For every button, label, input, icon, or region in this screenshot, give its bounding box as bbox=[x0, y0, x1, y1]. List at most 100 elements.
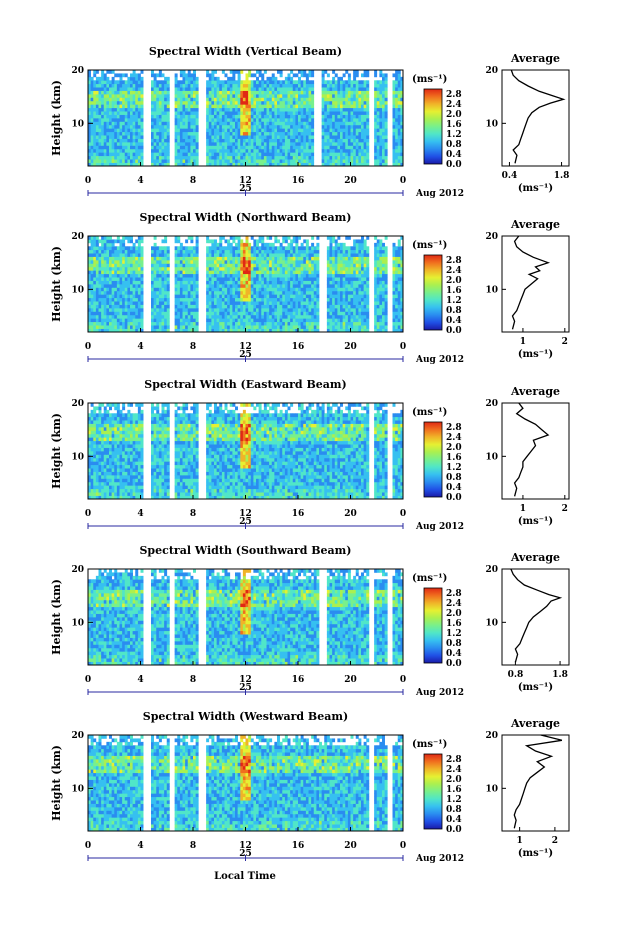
heatmap-cell bbox=[229, 270, 233, 275]
heatmap-cell bbox=[95, 260, 99, 264]
heatmap-cell bbox=[88, 297, 91, 302]
heatmap-cell bbox=[248, 155, 252, 160]
heatmap-cell bbox=[363, 155, 367, 160]
heatmap-cell bbox=[190, 100, 194, 105]
heatmap-cell bbox=[164, 104, 168, 109]
heatmap-cell bbox=[313, 328, 317, 333]
heatmap-cell bbox=[324, 159, 328, 163]
heatmap-cell bbox=[287, 294, 291, 299]
heatmap-cell bbox=[98, 294, 102, 299]
heatmap-cell bbox=[242, 80, 246, 85]
heatmap-cell bbox=[106, 90, 110, 95]
panel-title: Spectral Width (Northward Beam) bbox=[140, 211, 352, 224]
heatmap-cell bbox=[242, 284, 246, 288]
heatmap-cell bbox=[253, 155, 257, 160]
heatmap-cell bbox=[397, 94, 401, 98]
heatmap-cell bbox=[235, 94, 238, 98]
heatmap-cell bbox=[376, 277, 380, 281]
heatmap-cell bbox=[261, 90, 265, 95]
heatmap-cell bbox=[235, 155, 238, 160]
heatmap-cell bbox=[353, 107, 357, 112]
heatmap-cell bbox=[211, 90, 215, 95]
heatmap-cell bbox=[114, 314, 118, 319]
y-tick-label: 20 bbox=[71, 66, 84, 76]
heatmap-cell bbox=[300, 263, 304, 268]
heatmap-cell bbox=[106, 114, 110, 119]
heatmap-cell bbox=[232, 97, 236, 102]
heatmap-cell bbox=[103, 145, 107, 150]
heatmap-cell bbox=[216, 162, 220, 167]
heatmap-cell bbox=[216, 107, 220, 112]
heatmap-cell bbox=[135, 301, 139, 305]
heatmap-cell bbox=[106, 118, 110, 122]
heatmap-cell bbox=[235, 128, 238, 133]
heatmap-cell bbox=[208, 97, 212, 102]
heatmap-cell bbox=[182, 273, 186, 278]
heatmap-cell bbox=[250, 308, 254, 312]
panel-title: Spectral Width (Vertical Beam) bbox=[149, 45, 342, 58]
heatmap-cell bbox=[345, 128, 349, 133]
heatmap-cell bbox=[392, 87, 396, 91]
heatmap-cell bbox=[132, 111, 136, 115]
heatmap-cell bbox=[374, 148, 378, 153]
heatmap-cell bbox=[266, 266, 270, 271]
heatmap-cell bbox=[103, 318, 107, 323]
heatmap-cell bbox=[287, 73, 291, 78]
heatmap-cell bbox=[300, 308, 304, 312]
heatmap-cell bbox=[266, 142, 270, 146]
heatmap-cell bbox=[109, 284, 112, 288]
heatmap-cell bbox=[95, 308, 99, 312]
heatmap-cell bbox=[240, 83, 244, 88]
heatmap-cell bbox=[269, 142, 273, 146]
heatmap-cell bbox=[256, 87, 259, 91]
heatmap-cell bbox=[358, 297, 362, 302]
heatmap-cell bbox=[166, 311, 170, 316]
heatmap-cell bbox=[93, 121, 97, 126]
heatmap-cell bbox=[282, 155, 286, 160]
heatmap-cell bbox=[127, 128, 131, 133]
heatmap-cell bbox=[269, 284, 273, 288]
heatmap-cell bbox=[279, 263, 283, 268]
heatmap-cell bbox=[292, 308, 296, 312]
heatmap-cell bbox=[345, 83, 349, 88]
heatmap-cell bbox=[258, 70, 262, 74]
heatmap-cell bbox=[116, 308, 120, 312]
heatmap-cell bbox=[379, 301, 383, 305]
heatmap-cell bbox=[187, 280, 191, 285]
heatmap-cell bbox=[269, 76, 273, 81]
heatmap-cell bbox=[269, 155, 273, 160]
heatmap-cell bbox=[313, 287, 317, 292]
heatmap-cell bbox=[232, 83, 236, 88]
heatmap-cell bbox=[340, 83, 343, 88]
heatmap-cell bbox=[263, 135, 267, 139]
heatmap-cell bbox=[151, 135, 154, 139]
heatmap-cell bbox=[392, 83, 396, 88]
heatmap-cell bbox=[382, 124, 385, 129]
heatmap-cell bbox=[208, 287, 212, 292]
heatmap-cell bbox=[185, 301, 189, 305]
heatmap-cell bbox=[248, 308, 252, 312]
heatmap-cell bbox=[374, 87, 378, 91]
heatmap-cell bbox=[308, 304, 312, 309]
heatmap-cell bbox=[355, 138, 359, 143]
heatmap-cell bbox=[130, 301, 133, 305]
heatmap-cell bbox=[261, 304, 265, 309]
heatmap-cell bbox=[195, 273, 199, 278]
heatmap-cell bbox=[151, 145, 154, 150]
heatmap-cell bbox=[151, 118, 154, 122]
heatmap-cell bbox=[177, 100, 181, 105]
heatmap-cell bbox=[161, 135, 165, 139]
heatmap-cell bbox=[258, 97, 262, 102]
heatmap-cell bbox=[240, 97, 244, 102]
heatmap-cell bbox=[292, 118, 296, 122]
heatmap-cell bbox=[374, 83, 378, 88]
heatmap-cell bbox=[379, 159, 383, 163]
heatmap-cell bbox=[185, 277, 189, 281]
heatmap-cell bbox=[366, 128, 370, 133]
heatmap-cell bbox=[397, 114, 401, 119]
heatmap-cell bbox=[342, 321, 346, 326]
date-label: Aug 2012 bbox=[415, 189, 464, 199]
heatmap-cell bbox=[135, 270, 139, 275]
heatmap-cell bbox=[195, 301, 199, 305]
heatmap-cell bbox=[95, 104, 99, 109]
